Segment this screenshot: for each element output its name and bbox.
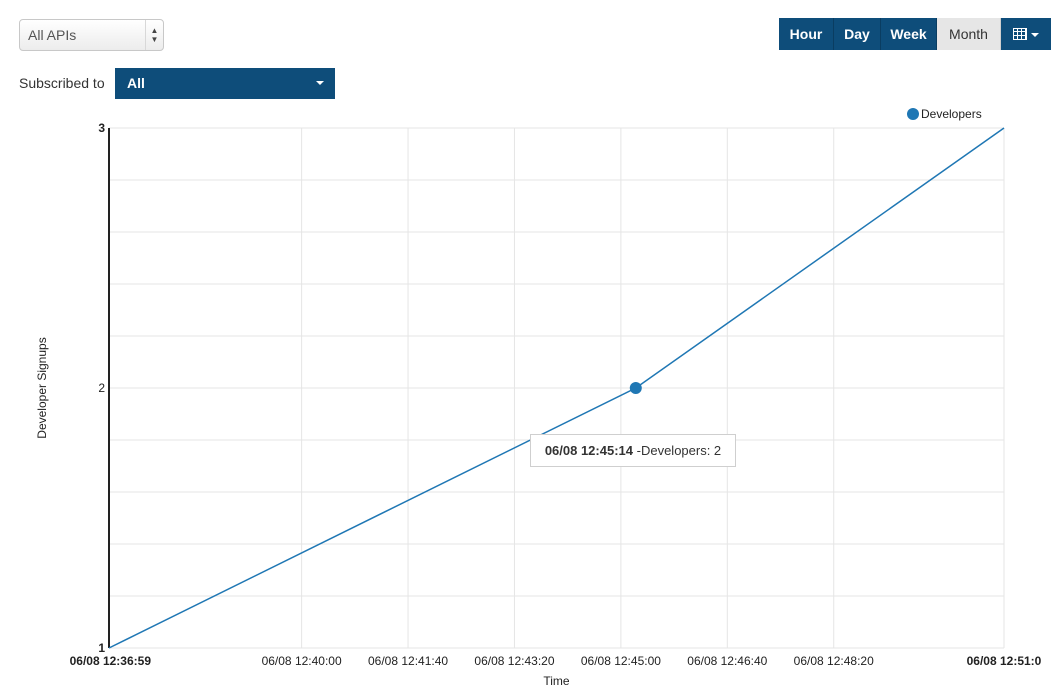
- x-tick-label: 06/08 12:46:40: [687, 654, 767, 668]
- x-tick-label: 06/08 12:45:00: [581, 654, 661, 668]
- x-axis-title: Time: [543, 674, 570, 688]
- select-arrows-icon: ▲ ▼: [145, 20, 163, 50]
- month-button[interactable]: Month: [937, 18, 1001, 50]
- tooltip-time: 06/08 12:45:14: [544, 443, 633, 458]
- y-tick-label: 1: [98, 641, 105, 655]
- caret-down-icon: [1031, 33, 1039, 37]
- day-button[interactable]: Day: [834, 18, 881, 50]
- api-select-value: All APIs: [28, 27, 77, 43]
- x-tick-label: 06/08 12:40:00: [262, 654, 342, 668]
- x-tick-label: 06/08 12:41:40: [368, 654, 448, 668]
- x-tick-label: 06/08 12:48:20: [794, 654, 874, 668]
- calendar-button[interactable]: [1001, 18, 1051, 50]
- api-select[interactable]: All APIs ▲ ▼: [19, 19, 164, 51]
- subscription-select[interactable]: All: [115, 68, 335, 99]
- legend-label: Developers: [921, 107, 982, 121]
- hour-button[interactable]: Hour: [779, 18, 834, 50]
- y-axis-title: Developer Signups: [35, 337, 49, 438]
- x-tick-label: 06/08 12:51:0: [967, 654, 1042, 668]
- week-button[interactable]: Week: [881, 18, 937, 50]
- caret-down-icon: [316, 81, 324, 85]
- subscription-select-value: All: [127, 75, 145, 91]
- y-tick-label: 3: [98, 121, 105, 135]
- time-range-group: Hour Day Week Month: [779, 18, 1051, 50]
- chart-tooltip: 06/08 12:45:14 -Developers: 2: [530, 434, 736, 467]
- tooltip-text: -Developers: 2: [636, 443, 722, 458]
- x-tick-label: 06/08 12:36:59: [70, 654, 152, 668]
- legend-marker: [907, 108, 919, 120]
- x-tick-label: 06/08 12:43:20: [474, 654, 554, 668]
- data-point: [629, 382, 642, 394]
- y-tick-label: 2: [98, 381, 105, 395]
- subscribed-to-label: Subscribed to: [19, 75, 105, 91]
- calendar-icon: [1013, 28, 1027, 40]
